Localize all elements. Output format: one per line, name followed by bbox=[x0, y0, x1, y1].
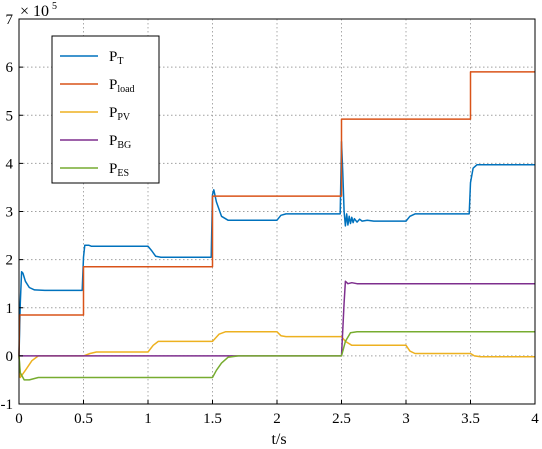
legend-label: PT bbox=[109, 49, 123, 67]
x-tick-label: 1.5 bbox=[203, 411, 222, 427]
y-tick-label: 6 bbox=[6, 60, 14, 76]
series-line-p-t bbox=[18, 140, 535, 356]
y-tick-label: 0 bbox=[6, 349, 14, 365]
x-tick-label: 4 bbox=[531, 411, 539, 427]
x-tick-label: 3.5 bbox=[461, 411, 480, 427]
x-tick-label: 2 bbox=[273, 411, 281, 427]
x-axis-label: t/s bbox=[271, 431, 286, 448]
legend-label-main: P bbox=[109, 77, 117, 93]
x-tick-label: 0 bbox=[15, 411, 23, 427]
y-tick-label: 3 bbox=[6, 205, 14, 221]
legend-label-main: P bbox=[109, 49, 117, 65]
x-tick-label: 1 bbox=[144, 411, 152, 427]
series-line-p-es bbox=[18, 331, 535, 381]
series-line-p-pv bbox=[18, 331, 535, 379]
y-tick-label: 4 bbox=[6, 156, 14, 172]
legend-box bbox=[51, 35, 160, 184]
legend-label-sub: ES bbox=[117, 168, 129, 179]
x-tick-label: 2.5 bbox=[332, 411, 351, 427]
legend-label-main: P bbox=[109, 133, 117, 149]
y-tick-label: 2 bbox=[6, 253, 14, 269]
y-axis-multiplier: × 10 5 bbox=[20, 1, 57, 20]
series-lines bbox=[18, 71, 535, 381]
y-multiplier-base: × 10 bbox=[20, 3, 49, 20]
legend-label: PPV bbox=[109, 105, 131, 123]
y-tick-label: 1 bbox=[6, 301, 14, 317]
legend-label-main: P bbox=[109, 105, 117, 121]
y-multiplier-exponent: 5 bbox=[52, 1, 57, 12]
legend-label: PES bbox=[109, 161, 129, 179]
legend-label-sub: T bbox=[117, 56, 123, 67]
series-line-p-load bbox=[18, 71, 535, 356]
y-tick-label: 5 bbox=[6, 108, 14, 124]
x-tick-label: 0.5 bbox=[74, 411, 93, 427]
legend-label: PBG bbox=[109, 133, 131, 151]
y-tick-label: -1 bbox=[1, 397, 14, 413]
y-tick-label: 7 bbox=[6, 12, 14, 28]
legend-label: Pload bbox=[109, 77, 135, 95]
legend-label-sub: BG bbox=[117, 140, 131, 151]
series-line-p-bg bbox=[19, 280, 535, 357]
legend-label-sub: load bbox=[117, 84, 134, 95]
legend-label-sub: PV bbox=[117, 112, 131, 123]
x-tick-label: 3 bbox=[402, 411, 410, 427]
legend-label-main: P bbox=[109, 161, 117, 177]
